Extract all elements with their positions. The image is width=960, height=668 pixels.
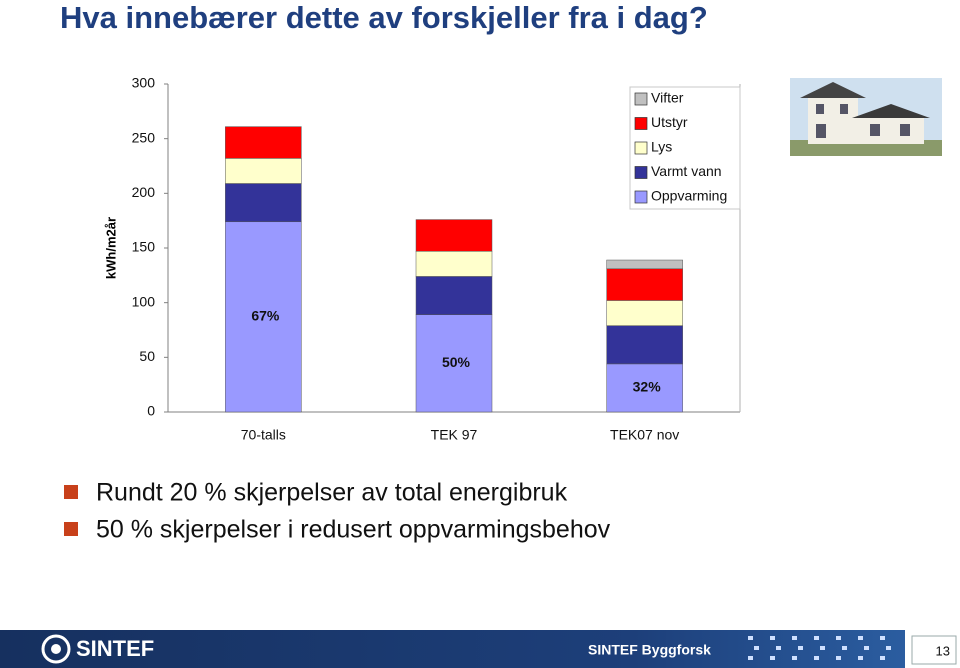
bullet-marker — [64, 522, 78, 536]
dot — [776, 646, 781, 650]
dot — [836, 636, 841, 640]
dot — [754, 646, 759, 650]
legend-label: Vifter — [651, 90, 684, 106]
y-tick-label: 200 — [132, 184, 156, 200]
organization: SINTEF Byggforsk — [588, 642, 711, 658]
dot — [798, 646, 803, 650]
bar-segment — [606, 300, 683, 326]
y-tick-label: 150 — [132, 239, 156, 255]
bar-segment — [606, 259, 683, 270]
dot — [842, 646, 847, 650]
bullet-text: 50 % skjerpelser i redusert oppvarmingsb… — [96, 516, 611, 544]
logo-text: SINTEF — [76, 636, 154, 661]
x-tick-label: TEK07 nov — [610, 427, 679, 443]
legend-label: Lys — [651, 139, 672, 155]
dot — [792, 636, 797, 640]
y-tick-label: 250 — [132, 129, 156, 145]
dot — [814, 656, 819, 660]
dot — [814, 636, 819, 640]
bar-segment — [415, 276, 493, 315]
bar-segment — [225, 183, 302, 223]
bar-segment — [415, 251, 493, 277]
share-label: 67% — [251, 308, 280, 324]
page-number: 13 — [936, 643, 950, 658]
dot-pattern — [748, 636, 891, 660]
bar-segment — [225, 126, 302, 159]
legend-swatch — [634, 166, 648, 179]
dot — [770, 656, 775, 660]
y-axis-label: kWh/m2år — [103, 217, 118, 279]
bar-segment — [225, 221, 302, 413]
legend-swatch — [634, 190, 648, 204]
dot — [792, 656, 797, 660]
house-photo — [790, 78, 942, 156]
y-tick-label: 300 — [132, 75, 156, 91]
bar-segment — [415, 314, 493, 413]
share-label: 50% — [442, 354, 471, 370]
dot — [858, 656, 863, 660]
bar-segment — [606, 325, 683, 365]
legend-label: Varmt vann — [651, 163, 722, 179]
x-tick-label: TEK 97 — [431, 427, 478, 443]
legend-swatch — [634, 141, 648, 155]
legend-swatch — [634, 117, 648, 130]
x-tick-label: 70-talls — [241, 427, 286, 443]
dot — [770, 636, 775, 640]
slide-title: Hva innebærer dette av forskjeller fra i… — [60, 0, 708, 35]
dot — [748, 636, 753, 640]
dot — [880, 636, 885, 640]
legend-label: Utstyr — [651, 114, 688, 130]
legend-label: Oppvarming — [651, 188, 727, 204]
y-tick-label: 50 — [139, 348, 155, 364]
dot — [836, 656, 841, 660]
bar-segment — [606, 268, 683, 301]
bar-segment — [415, 219, 493, 252]
dot — [748, 656, 753, 660]
footer: SINTEF SINTEF Byggforsk 13 — [0, 630, 957, 668]
bullet-text: Rundt 20 % skjerpelser av total energibr… — [96, 479, 568, 507]
bullet-marker — [64, 485, 78, 499]
dot — [886, 646, 891, 650]
legend-box — [629, 86, 741, 210]
dot — [864, 646, 869, 650]
y-tick-label: 100 — [132, 293, 156, 309]
dot — [880, 656, 885, 660]
legend-swatch — [634, 92, 648, 106]
legend: Oppvarming Varmt vann Lys Utstyr Vifter — [629, 86, 741, 210]
chart: kWh/m2år 0 50 100 150 200 250 300 70-talls 67% TE… — [103, 75, 741, 443]
page-box — [911, 635, 957, 665]
bar-segment — [225, 158, 302, 184]
y-tick-label: 0 — [147, 403, 155, 419]
dot — [820, 646, 825, 650]
bar-segment — [606, 363, 683, 413]
share-label: 32% — [633, 379, 662, 395]
dot — [858, 636, 863, 640]
